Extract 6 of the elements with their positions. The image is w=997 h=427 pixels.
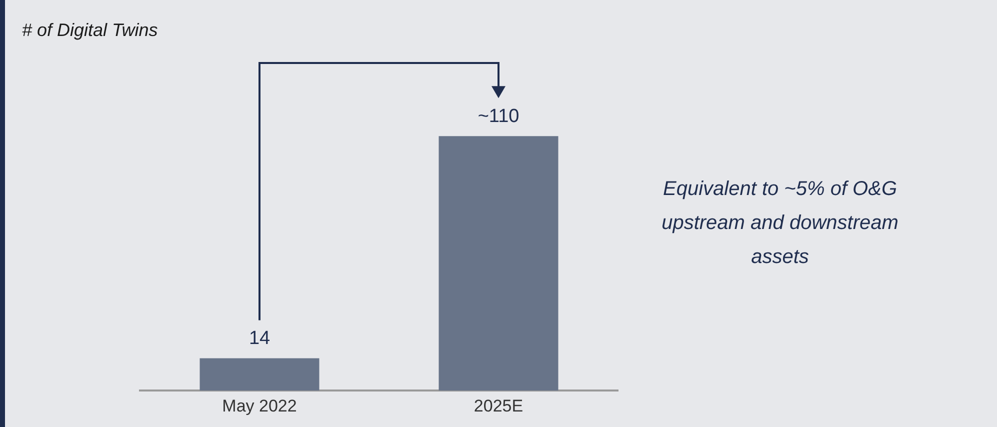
data-label: ~110 [478,106,520,127]
text: Equivalent to ~5% of O&G upstream and downstream assets [660,177,900,270]
x-tick-label: May 2022 [222,396,297,416]
x-tick-label: 2025E [474,396,524,416]
chart-title: # of Digital Twins [22,20,158,41]
data-label: 14 [248,328,270,349]
